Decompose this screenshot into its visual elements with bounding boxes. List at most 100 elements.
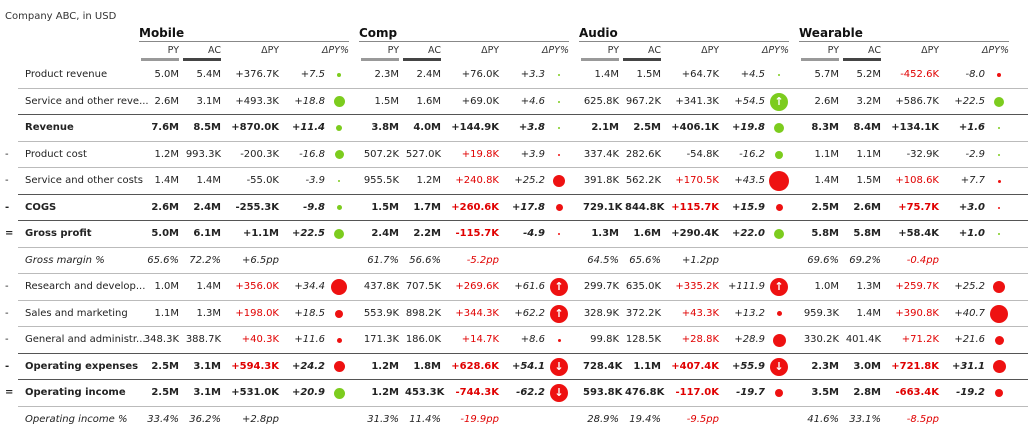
column-header: ΔPY — [481, 45, 499, 56]
cell-py: 99.8K — [590, 334, 619, 345]
cell-dpy: -744.3K — [455, 387, 499, 398]
category-title: Audio — [579, 26, 618, 40]
cell-pct: +7.7 — [960, 175, 985, 186]
cell-ac: 282.6K — [625, 148, 661, 160]
category-title: Wearable — [799, 26, 863, 40]
cell-py: 1.2M — [154, 148, 179, 160]
cell-ac: 6.1M — [193, 228, 221, 239]
column-header: PY — [167, 45, 179, 56]
cell-py: 41.6% — [807, 413, 839, 425]
ac-header-bar — [183, 58, 221, 61]
row-label: Revenue — [5, 122, 74, 133]
row-label-text: Gross margin % — [25, 254, 105, 266]
cell-ac: 2.5M — [633, 122, 661, 133]
cell-pct: +43.5 — [734, 175, 765, 186]
cell-py: 5.7M — [814, 69, 839, 80]
cell-pct: -2.9 — [965, 148, 985, 160]
cell-ac: 562.2K — [625, 175, 661, 186]
row-label-text: Operating income % — [25, 413, 128, 425]
cell-ac: 5.2M — [856, 69, 881, 80]
cell-ac: 476.8K — [625, 387, 665, 398]
cell-ac: 1.4M — [196, 175, 221, 186]
row-label: Service and other reve... — [5, 96, 149, 107]
column-header: ΔPY — [261, 45, 279, 56]
cell-pct: +3.9 — [520, 148, 545, 160]
red-dot-marker — [335, 309, 343, 318]
cell-py: 437.8K — [363, 281, 399, 292]
row-divider — [18, 379, 1028, 380]
cell-py: 5.8M — [811, 228, 839, 239]
cell-pct: +28.9 — [734, 334, 765, 345]
row-divider — [18, 352, 1028, 354]
cell-pct: +20.9 — [291, 387, 325, 398]
py-header-bar — [801, 58, 839, 61]
cell-ac: 635.0K — [625, 281, 661, 292]
cell-dpy: +407.4K — [671, 360, 719, 372]
cell-ac: 707.5K — [405, 281, 441, 292]
cell-dpy: -19.9pp — [460, 413, 499, 425]
cell-ac: 3.2M — [856, 95, 881, 107]
ac-header-bar — [623, 58, 661, 61]
cell-ac: 2.4M — [193, 201, 221, 213]
cell-pct: +3.3 — [520, 69, 545, 80]
row-label: - General and administr... — [5, 334, 146, 345]
cell-py: 959.3K — [803, 307, 839, 319]
cell-ac: 372.2K — [625, 307, 661, 319]
cell-dpy: -255.3K — [235, 201, 279, 213]
cell-ac: 19.4% — [629, 413, 661, 425]
cell-pct: -19.7 — [736, 387, 765, 398]
cell-ac: 967.2K — [625, 95, 661, 107]
cell-dpy: +170.5K — [675, 175, 719, 186]
cell-py: 33.4% — [147, 413, 179, 425]
cell-pct: +1.6 — [958, 122, 985, 133]
cell-pct: -9.8 — [303, 201, 325, 213]
red-dot-marker — [336, 337, 342, 343]
cell-dpy: +376.7K — [235, 69, 279, 80]
cell-pct: +21.6 — [954, 334, 985, 345]
cell-ac: 1.6M — [416, 95, 441, 107]
cell-ac: 1.3M — [856, 281, 881, 292]
red-dot-marker — [333, 361, 345, 372]
row-label: Product revenue — [5, 69, 107, 80]
cell-pct: +54.1 — [511, 360, 545, 372]
green-dot-marker — [333, 387, 345, 399]
arrow-down-icon: ↓ — [770, 357, 788, 376]
cell-py: 8.3M — [811, 122, 839, 133]
row-label: Gross margin % — [5, 255, 105, 266]
cell-pct: +24.2 — [291, 360, 325, 372]
row-prefix: = — [5, 228, 14, 239]
cell-py: 2.3M — [374, 69, 399, 80]
cell-ac: 3.1M — [193, 387, 221, 398]
green-dot-marker — [338, 180, 340, 182]
cell-py: 1.2M — [371, 360, 399, 372]
cell-py: 2.3M — [811, 360, 839, 372]
cell-ac: 2.8M — [853, 387, 881, 398]
cell-dpy: +58.4K — [898, 228, 939, 239]
cell-dpy: +269.6K — [455, 281, 499, 292]
cell-pct: -62.2 — [516, 387, 545, 398]
cell-ac: 72.2% — [189, 254, 221, 266]
green-dot-marker — [336, 205, 342, 210]
arrow-up-icon: ↑ — [770, 92, 788, 111]
cell-ac: 186.0K — [405, 334, 441, 345]
cell-py: 5.0M — [151, 228, 179, 239]
cell-dpy: +721.8K — [891, 360, 939, 372]
cell-py: 2.5M — [151, 360, 179, 372]
cell-py: 299.7K — [583, 281, 619, 292]
column-header: ΔPY% — [321, 45, 349, 56]
row-divider — [18, 114, 1028, 115]
cell-py: 64.5% — [587, 254, 619, 266]
column-header: ΔPY% — [981, 45, 1009, 56]
category-title: Comp — [359, 26, 398, 40]
row-divider — [18, 140, 1028, 142]
red-dot-marker — [769, 171, 789, 191]
cell-py: 2.4M — [371, 228, 399, 239]
green-dot-marker — [336, 125, 342, 131]
cell-pct: +54.5 — [734, 95, 765, 107]
row-prefix: - — [5, 334, 9, 345]
cell-py: 2.1M — [591, 122, 619, 133]
row-label: - Research and develop... — [5, 281, 145, 292]
cell-py: 2.5M — [811, 201, 839, 213]
row-prefix: - — [5, 175, 9, 186]
green-dot-marker — [998, 127, 1000, 129]
